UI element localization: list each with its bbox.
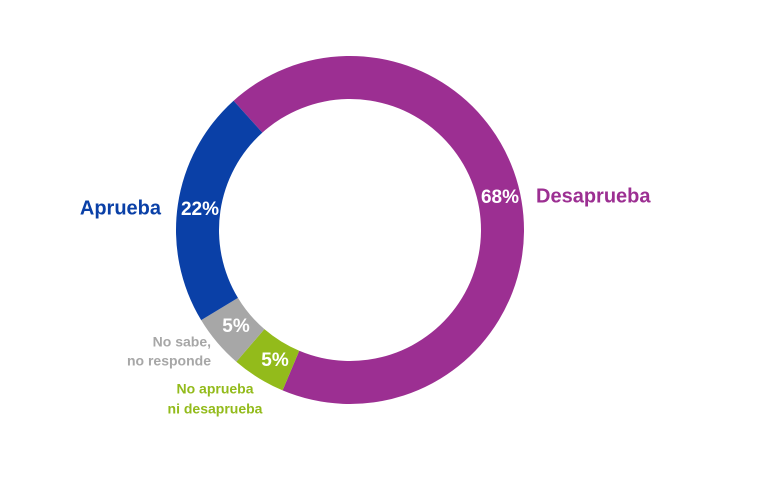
- value-label: 68%: [481, 187, 519, 208]
- category-label: no responde: [127, 353, 211, 369]
- value-label: 22%: [181, 199, 219, 220]
- category-label: Aprueba: [80, 197, 162, 219]
- value-label: 5%: [261, 350, 289, 371]
- donut-slice: [236, 329, 300, 391]
- category-label: Desaprueba: [536, 185, 651, 207]
- donut-slice: [233, 55, 525, 404]
- category-label: No aprueba: [176, 381, 253, 397]
- category-label: ni desaprueba: [168, 401, 263, 417]
- value-label: 5%: [222, 316, 250, 337]
- category-label: No sabe,: [153, 334, 211, 350]
- donut-slice: [176, 100, 263, 321]
- donut-slice: [201, 297, 265, 362]
